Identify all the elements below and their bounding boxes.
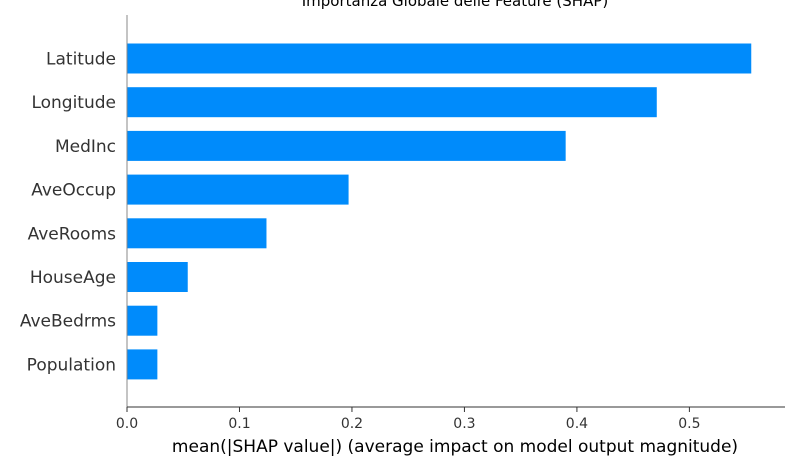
category-label-aveoccup: AveOccup <box>31 181 116 201</box>
bar-medinc <box>127 130 566 161</box>
x-axis-ticks: 0.0 0.1 0.2 0.3 0.4 0.5 <box>116 407 701 432</box>
x-tick-label: 0.0 <box>116 416 138 432</box>
bar-population <box>127 349 158 380</box>
category-label-avebedrms: AveBedrms <box>20 312 116 332</box>
x-axis-label: mean(|SHAP value|) (average impact on mo… <box>172 437 738 457</box>
bar-aveoccup <box>127 174 349 205</box>
chart-title: Importanza Globale delle Feature (SHAP) <box>302 0 609 10</box>
x-tick-label: 0.2 <box>341 416 363 432</box>
category-label-averooms: AveRooms <box>28 224 117 244</box>
category-label-medinc: MedInc <box>55 137 116 157</box>
x-tick-label: 0.1 <box>228 416 250 432</box>
bars-layer <box>127 43 752 380</box>
category-label-population: Population <box>27 355 116 375</box>
bar-avebedrms <box>127 305 158 336</box>
category-labels: Latitude Longitude MedInc AveOccup AveRooms H… <box>20 50 116 376</box>
category-label-houseage: HouseAge <box>30 268 116 288</box>
x-tick-label: 0.3 <box>453 416 475 432</box>
category-label-longitude: Longitude <box>31 93 116 113</box>
bar-latitude <box>127 43 752 74</box>
bar-houseage <box>127 262 188 292</box>
x-tick-label: 0.4 <box>566 416 588 432</box>
bar-longitude <box>127 87 657 118</box>
bar-averooms <box>127 218 267 249</box>
category-label-latitude: Latitude <box>46 50 116 70</box>
x-tick-label: 0.5 <box>678 416 700 432</box>
